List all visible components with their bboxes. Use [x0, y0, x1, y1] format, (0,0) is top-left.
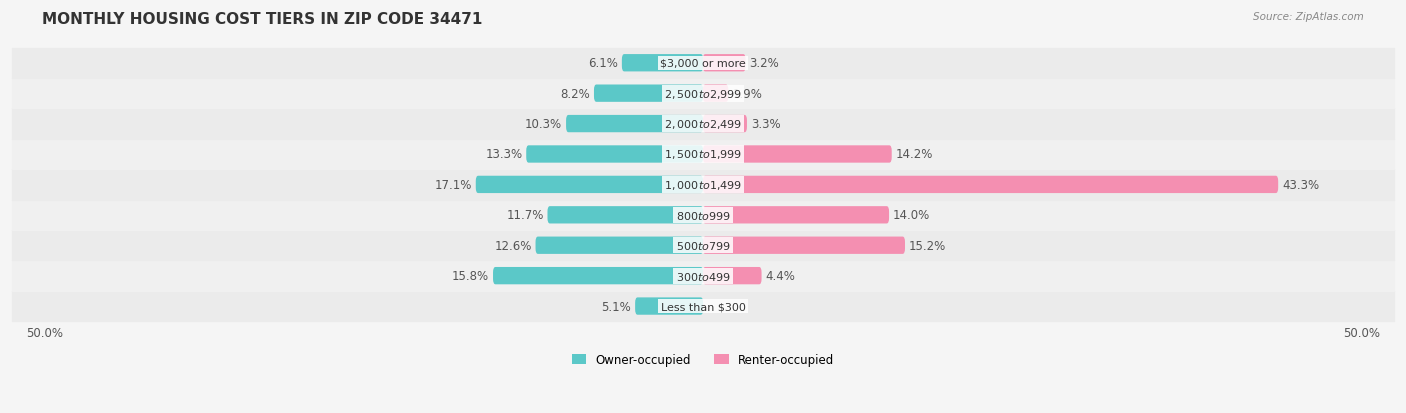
Text: 14.0%: 14.0%: [893, 209, 931, 222]
Text: $3,000 or more: $3,000 or more: [661, 59, 745, 69]
Text: 11.7%: 11.7%: [506, 209, 544, 222]
Bar: [13, 230, 1393, 261]
Text: 43.3%: 43.3%: [1282, 178, 1319, 192]
FancyBboxPatch shape: [636, 298, 703, 315]
FancyBboxPatch shape: [703, 237, 905, 254]
Text: 15.8%: 15.8%: [453, 270, 489, 282]
Text: 12.6%: 12.6%: [495, 239, 531, 252]
Bar: [13, 79, 1393, 109]
Text: 3.3%: 3.3%: [751, 118, 780, 131]
Text: 14.2%: 14.2%: [896, 148, 934, 161]
FancyBboxPatch shape: [526, 146, 703, 163]
FancyBboxPatch shape: [475, 176, 703, 194]
Text: 3.2%: 3.2%: [749, 57, 779, 70]
Bar: [13, 170, 1393, 200]
FancyBboxPatch shape: [703, 176, 1278, 194]
Text: 8.2%: 8.2%: [561, 88, 591, 100]
Text: 50.0%: 50.0%: [1343, 326, 1381, 339]
Text: MONTHLY HOUSING COST TIERS IN ZIP CODE 34471: MONTHLY HOUSING COST TIERS IN ZIP CODE 3…: [42, 12, 482, 27]
FancyBboxPatch shape: [703, 85, 728, 102]
Text: 5.1%: 5.1%: [602, 300, 631, 313]
FancyBboxPatch shape: [703, 55, 745, 72]
Text: 17.1%: 17.1%: [434, 178, 472, 192]
Text: $1,500 to $1,999: $1,500 to $1,999: [664, 148, 742, 161]
Text: 15.2%: 15.2%: [908, 239, 946, 252]
FancyBboxPatch shape: [703, 267, 762, 285]
Text: $2,500 to $2,999: $2,500 to $2,999: [664, 88, 742, 100]
FancyBboxPatch shape: [593, 85, 703, 102]
Bar: [13, 109, 1393, 140]
Text: $300 to $499: $300 to $499: [675, 270, 731, 282]
Text: $500 to $799: $500 to $799: [675, 240, 731, 252]
Text: 1.9%: 1.9%: [733, 88, 762, 100]
Text: $800 to $999: $800 to $999: [675, 209, 731, 221]
Bar: [13, 200, 1393, 230]
Text: $1,000 to $1,499: $1,000 to $1,499: [664, 178, 742, 192]
Text: 50.0%: 50.0%: [25, 326, 63, 339]
Text: 13.3%: 13.3%: [485, 148, 523, 161]
FancyBboxPatch shape: [703, 116, 747, 133]
FancyBboxPatch shape: [703, 146, 891, 163]
FancyBboxPatch shape: [567, 116, 703, 133]
FancyBboxPatch shape: [703, 206, 889, 224]
FancyBboxPatch shape: [621, 55, 703, 72]
FancyBboxPatch shape: [536, 237, 703, 254]
Text: 10.3%: 10.3%: [524, 118, 562, 131]
Bar: [13, 140, 1393, 170]
Text: Less than $300: Less than $300: [661, 301, 745, 311]
Legend: Owner-occupied, Renter-occupied: Owner-occupied, Renter-occupied: [567, 349, 839, 371]
Text: $2,000 to $2,499: $2,000 to $2,499: [664, 118, 742, 131]
FancyBboxPatch shape: [547, 206, 703, 224]
Text: 6.1%: 6.1%: [588, 57, 619, 70]
Text: 4.4%: 4.4%: [765, 270, 796, 282]
Bar: [13, 291, 1393, 321]
FancyBboxPatch shape: [494, 267, 703, 285]
Bar: [13, 48, 1393, 79]
Bar: [13, 261, 1393, 291]
Text: Source: ZipAtlas.com: Source: ZipAtlas.com: [1253, 12, 1364, 22]
